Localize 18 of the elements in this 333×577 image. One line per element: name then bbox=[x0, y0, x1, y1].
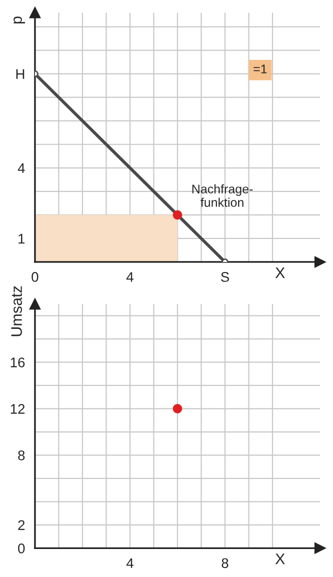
y-tick-label: 0 bbox=[18, 543, 25, 554]
y-axis-title: Umsatz bbox=[11, 286, 22, 336]
x-axis-title: X bbox=[275, 268, 285, 278]
x-axis-title: X bbox=[275, 554, 285, 564]
y-axis-title: p bbox=[14, 16, 25, 24]
y-tick-label: 1 bbox=[18, 234, 25, 244]
point bbox=[172, 210, 182, 220]
y-tick-label: H bbox=[16, 69, 24, 79]
annotation: =1 bbox=[254, 64, 267, 74]
x-tick-label: S bbox=[220, 272, 229, 282]
y-tick-label: 16 bbox=[10, 358, 25, 368]
y-tick-label: 2 bbox=[18, 520, 25, 530]
x-tick-label: 0 bbox=[32, 272, 38, 282]
series-label: Nachfrage- funktion bbox=[192, 184, 253, 207]
y-tick-label: 4 bbox=[18, 163, 25, 173]
y-tick-label: 12 bbox=[10, 404, 25, 414]
y-tick-label: 8 bbox=[18, 450, 25, 460]
x-tick-label: 4 bbox=[126, 272, 134, 282]
